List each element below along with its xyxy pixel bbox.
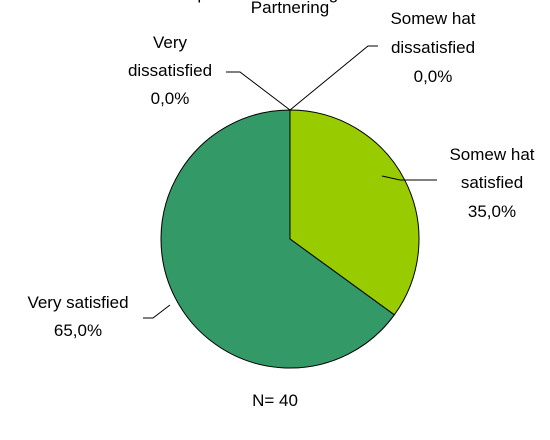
leader-line-very-satisfied [143,304,171,319]
sample-size-note: N= 40 [252,391,298,410]
slice-very-satisfied [160,109,396,369]
chart-title: Hospital/Clinic Nursing Services:Partner… [167,0,413,17]
label-somewhat-dissatisfied-percent: 0,0% [414,67,453,86]
label-very-dissatisfied-line-2: dissatisfied [128,61,212,80]
label-somewhat-satisfied-line-2: satisfied [461,173,523,192]
label-somewhat-dissatisfied-line-1: Somew hat [390,9,475,28]
label-very-satisfied-percent: 65,0% [54,321,102,340]
leader-lines [143,45,437,319]
label-somewhat-satisfied-line-1: Somew hat [449,145,534,164]
slice-labels: Very dissatisfied 0,0% Somew hat dissatisfie… [27,9,534,340]
label-very-satisfied-line-1: Very satisfied [27,293,128,312]
label-somewhat-satisfied-percent: 35,0% [468,202,516,221]
leader-line-somewhat-satisfied [381,175,437,181]
label-somewhat-dissatisfied-line-2: dissatisfied [391,38,475,57]
label-very-dissatisfied-line-1: Very [153,33,188,52]
pie-slices [160,109,420,369]
leader-line-very-dissatisfied [226,71,291,111]
leader-line-somewhat-dissatisfied [289,45,378,111]
label-very-dissatisfied-percent: 0,0% [151,89,190,108]
